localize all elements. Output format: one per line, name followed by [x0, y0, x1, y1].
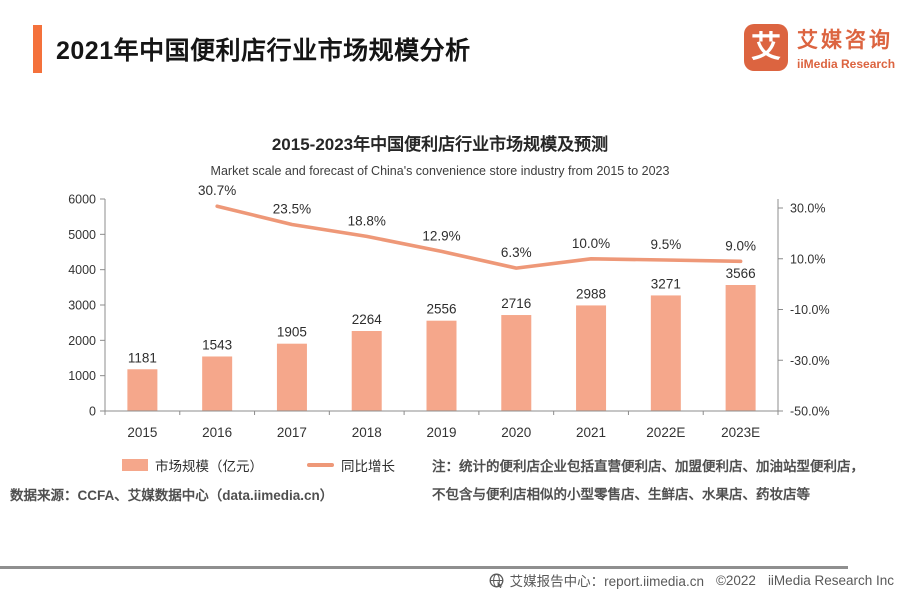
growth-value-label: 12.9% [422, 228, 460, 243]
bar-value-label: 1905 [277, 325, 307, 340]
bar-2015 [127, 369, 158, 411]
left-axis-tick-label: 6000 [68, 193, 96, 207]
bar-value-label: 2716 [501, 296, 531, 311]
chart-title: 2015-2023年中国便利店行业市场规模及预测 [271, 135, 609, 154]
x-axis-label-2015: 2015 [127, 425, 157, 440]
left-axis-tick-label: 0 [89, 405, 96, 419]
left-axis-tick-label: 5000 [68, 228, 96, 242]
logo-name-cn: 艾媒咨询 [797, 29, 893, 52]
footer-copyright: ©2022 [715, 572, 756, 588]
x-axis-label-2018: 2018 [352, 425, 382, 440]
bar-2018 [351, 331, 382, 411]
chart-note-line1: 注：统计的便利店企业包括直营便利店、加盟便利店、加油站型便利店， [432, 459, 864, 474]
logo-text: 艾媒咨询 iiMedia Research [797, 24, 895, 71]
bar-2019 [426, 320, 457, 411]
chart-legend: 市场规模（亿元） 同比增长 [122, 455, 395, 475]
footer-divider [0, 566, 848, 569]
x-axis-label-2020: 2020 [501, 425, 531, 440]
chart-subtitle: Market scale and forecast of China's con… [210, 164, 670, 178]
x-axis-label-2019: 2019 [426, 425, 456, 440]
bar-2017 [276, 343, 307, 411]
footer-report-center: 艾媒报告中心：report.iimedia.cn [509, 574, 704, 589]
bar-value-label: 2556 [426, 302, 456, 317]
globe-icon [489, 573, 504, 588]
footer: 艾媒报告中心：report.iimedia.cn ©2022 iiMedia R… [489, 570, 894, 589]
bar-2022E [650, 295, 681, 411]
legend-bar-swatch [122, 459, 148, 471]
x-axis-label-2017: 2017 [277, 425, 307, 440]
x-axis-label-2023E: 2023E [721, 425, 760, 440]
legend-line-swatch [307, 463, 334, 467]
legend-label-market-scale: 市场规模（亿元） [155, 459, 263, 474]
right-axis-tick-label: -10.0% [790, 303, 830, 317]
right-axis-tick-label: 10.0% [790, 252, 825, 266]
left-axis-tick-label: 2000 [68, 334, 96, 348]
right-axis-tick-label: -30.0% [790, 354, 830, 368]
right-axis-tick-label: -50.0% [790, 405, 830, 419]
bar-2016 [202, 356, 233, 411]
data-source: 数据来源：CCFA、艾媒数据中心（data.iimedia.cn） [10, 488, 334, 503]
title-accent-bar [33, 25, 42, 73]
brand-logo: 艾 艾媒咨询 iiMedia Research [744, 24, 895, 71]
left-axis-tick-label: 1000 [68, 369, 96, 383]
growth-value-label: 30.7% [198, 183, 236, 198]
chart-header: 2015-2023年中国便利店行业市场规模及预测 Market scale an… [40, 130, 840, 178]
bar-2023E [725, 285, 756, 411]
chart-note-line2: 不包含与便利店相似的小型零售店、生鲜店、水果店、药妆店等 [432, 487, 810, 502]
bar-value-label: 1543 [202, 337, 232, 352]
growth-value-label: 10.0% [572, 236, 610, 251]
growth-line [215, 204, 743, 270]
growth-value-label: 9.5% [650, 237, 681, 252]
x-axis-label-2022E: 2022E [646, 425, 685, 440]
bar-value-label: 3566 [726, 266, 756, 281]
bar-value-label: 1181 [128, 350, 157, 365]
growth-value-label: 23.5% [273, 201, 311, 216]
growth-value-label: 9.0% [725, 238, 756, 253]
footer-company: iiMedia Research Inc [767, 572, 894, 588]
chart-canvas: 1181 1543 1905 2264 2556 2716 2988 3271 3566 0 100… [68, 183, 830, 440]
bar-value-label: 2264 [352, 312, 383, 327]
legend-label-growth: 同比增长 [341, 459, 395, 474]
legend-item-market-scale: 市场规模（亿元） [122, 455, 263, 475]
x-axis-label-2016: 2016 [202, 425, 232, 440]
left-axis-tick-label: 3000 [68, 299, 96, 313]
bar-2021 [576, 305, 607, 411]
bar-value-label: 3271 [651, 276, 681, 291]
growth-value-label: 18.8% [348, 213, 386, 228]
page-title: 2021年中国便利店行业市场规模分析 [56, 37, 471, 65]
left-axis-tick-label: 4000 [68, 263, 96, 277]
chart-note: 注：统计的便利店企业包括直营便利店、加盟便利店、加油站型便利店， 不包含与便利店… [432, 453, 864, 509]
logo-glyph: 艾 [751, 30, 781, 64]
right-axis-tick-label: 30.0% [790, 202, 825, 216]
legend-item-growth: 同比增长 [307, 455, 395, 475]
bar-value-label: 2988 [576, 286, 606, 301]
logo-name-en: iiMedia Research [797, 57, 896, 71]
iimedia-logo-icon: 艾 [744, 24, 788, 71]
growth-value-label: 6.3% [501, 245, 532, 260]
bar-2020 [501, 315, 532, 411]
x-axis-label-2021: 2021 [576, 425, 606, 440]
